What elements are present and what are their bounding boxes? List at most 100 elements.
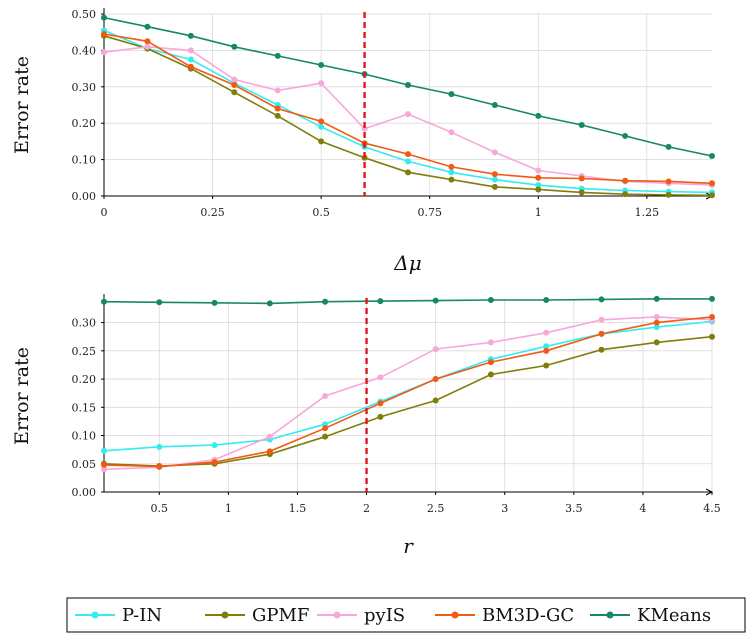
data-point-kmeans [377, 298, 383, 304]
data-point-kmeans [709, 153, 715, 159]
y-tick-label: 0.05 [72, 458, 97, 471]
data-point-kmeans [543, 297, 549, 303]
x-tick-label: 0.5 [312, 206, 330, 219]
x-tick-label: 2.5 [427, 502, 445, 515]
x-tick-label: 0.75 [417, 206, 442, 219]
data-point-kmeans [231, 44, 237, 50]
y-axis-label: Error rate [11, 347, 33, 445]
data-point-kmeans [267, 300, 273, 306]
data-point-pyis [231, 77, 237, 83]
data-point-bm3d-gc [156, 464, 162, 470]
data-point-gpmf [405, 169, 411, 175]
data-point-gpmf [709, 334, 715, 340]
data-point-gpmf [709, 192, 715, 198]
data-point-gpmf [488, 372, 494, 378]
data-point-kmeans [579, 122, 585, 128]
x-tick-label: 1 [535, 206, 542, 219]
data-point-p-in [405, 158, 411, 164]
data-point-gpmf [448, 177, 454, 183]
data-point-bm3d-gc [144, 38, 150, 44]
data-point-p-in [492, 177, 498, 183]
data-point-kmeans [275, 53, 281, 59]
legend-marker-bm3d-gc [452, 612, 459, 619]
data-point-bm3d-gc [231, 82, 237, 88]
x-tick-label: 4 [639, 502, 646, 515]
data-point-gpmf [535, 186, 541, 192]
data-point-bm3d-gc [448, 164, 454, 170]
x-tick-label: 0.25 [200, 206, 225, 219]
y-tick-label: 0.10 [72, 154, 97, 167]
data-point-gpmf [231, 89, 237, 95]
data-point-pyis [488, 339, 494, 345]
data-point-pyis [405, 111, 411, 117]
data-point-kmeans [156, 299, 162, 305]
x-tick-label: 0 [101, 206, 108, 219]
data-point-bm3d-gc [709, 314, 715, 320]
data-point-gpmf [275, 113, 281, 119]
legend-marker-pyis [334, 612, 341, 619]
data-point-bm3d-gc [101, 31, 107, 37]
data-point-kmeans [666, 144, 672, 150]
top-chart: 0.00 0.10 0.20 0.30 0.40 0.50 0 0.25 0.5 0.75 1 1.2… [11, 8, 715, 275]
data-point-gpmf [579, 189, 585, 195]
series-line-pyis [104, 317, 712, 470]
y-tick-label: 0.00 [72, 190, 97, 203]
x-tick-label: 0.5 [151, 502, 169, 515]
data-point-kmeans [212, 300, 218, 306]
data-point-bm3d-gc [579, 176, 585, 182]
data-point-pyis [654, 314, 660, 320]
data-point-kmeans [654, 296, 660, 302]
data-point-pyis [318, 80, 324, 86]
data-point-kmeans [488, 297, 494, 303]
y-tick-label: 0.50 [72, 8, 97, 21]
data-point-gpmf [433, 398, 439, 404]
series-line-kmeans [104, 299, 712, 304]
data-point-gpmf [666, 192, 672, 198]
data-point-bm3d-gc [275, 106, 281, 112]
data-point-gpmf [598, 347, 604, 353]
legend-label-pyis: pyIS [364, 605, 405, 626]
data-point-bm3d-gc [666, 178, 672, 184]
data-point-bm3d-gc [318, 118, 324, 124]
data-point-bm3d-gc [488, 359, 494, 365]
series-line-bm3d-gc [104, 317, 712, 467]
data-point-p-in [318, 124, 324, 130]
data-point-kmeans [144, 24, 150, 30]
data-point-kmeans [492, 102, 498, 108]
data-point-kmeans [433, 298, 439, 304]
y-tick-label: 0.40 [72, 44, 97, 57]
data-point-gpmf [492, 184, 498, 190]
data-point-kmeans [709, 296, 715, 302]
y-tick-label: 0.20 [72, 373, 97, 386]
data-point-p-in [188, 57, 194, 63]
data-point-gpmf [377, 414, 383, 420]
data-point-pyis [377, 374, 383, 380]
data-point-bm3d-gc [492, 171, 498, 177]
legend-label-bm3d-gc: BM3D-GC [482, 605, 574, 626]
x-tick-label: 1.5 [289, 502, 307, 515]
data-point-pyis [322, 393, 328, 399]
legend: P-IN GPMF pyIS BM3D-GC KMeans [67, 598, 745, 632]
y-tick-label: 0.10 [72, 430, 97, 443]
y-tick-label: 0.20 [72, 117, 97, 130]
data-point-kmeans [622, 133, 628, 139]
data-point-gpmf [654, 339, 660, 345]
data-point-bm3d-gc [267, 448, 273, 454]
legend-marker-kmeans [607, 612, 614, 619]
data-point-kmeans [101, 299, 107, 305]
data-point-bm3d-gc [322, 425, 328, 431]
x-tick-label: 1 [225, 502, 232, 515]
x-tick-label: 2 [363, 502, 370, 515]
data-point-bm3d-gc [188, 64, 194, 70]
data-point-kmeans [598, 296, 604, 302]
data-point-bm3d-gc [405, 151, 411, 157]
data-point-pyis [433, 346, 439, 352]
data-point-bm3d-gc [709, 180, 715, 186]
data-point-bm3d-gc [101, 462, 107, 468]
data-point-bm3d-gc [598, 331, 604, 337]
x-axis-label: Δμ [393, 251, 421, 275]
x-tick-label: 3.5 [565, 502, 583, 515]
data-point-pyis [492, 149, 498, 155]
data-point-pyis [188, 47, 194, 53]
